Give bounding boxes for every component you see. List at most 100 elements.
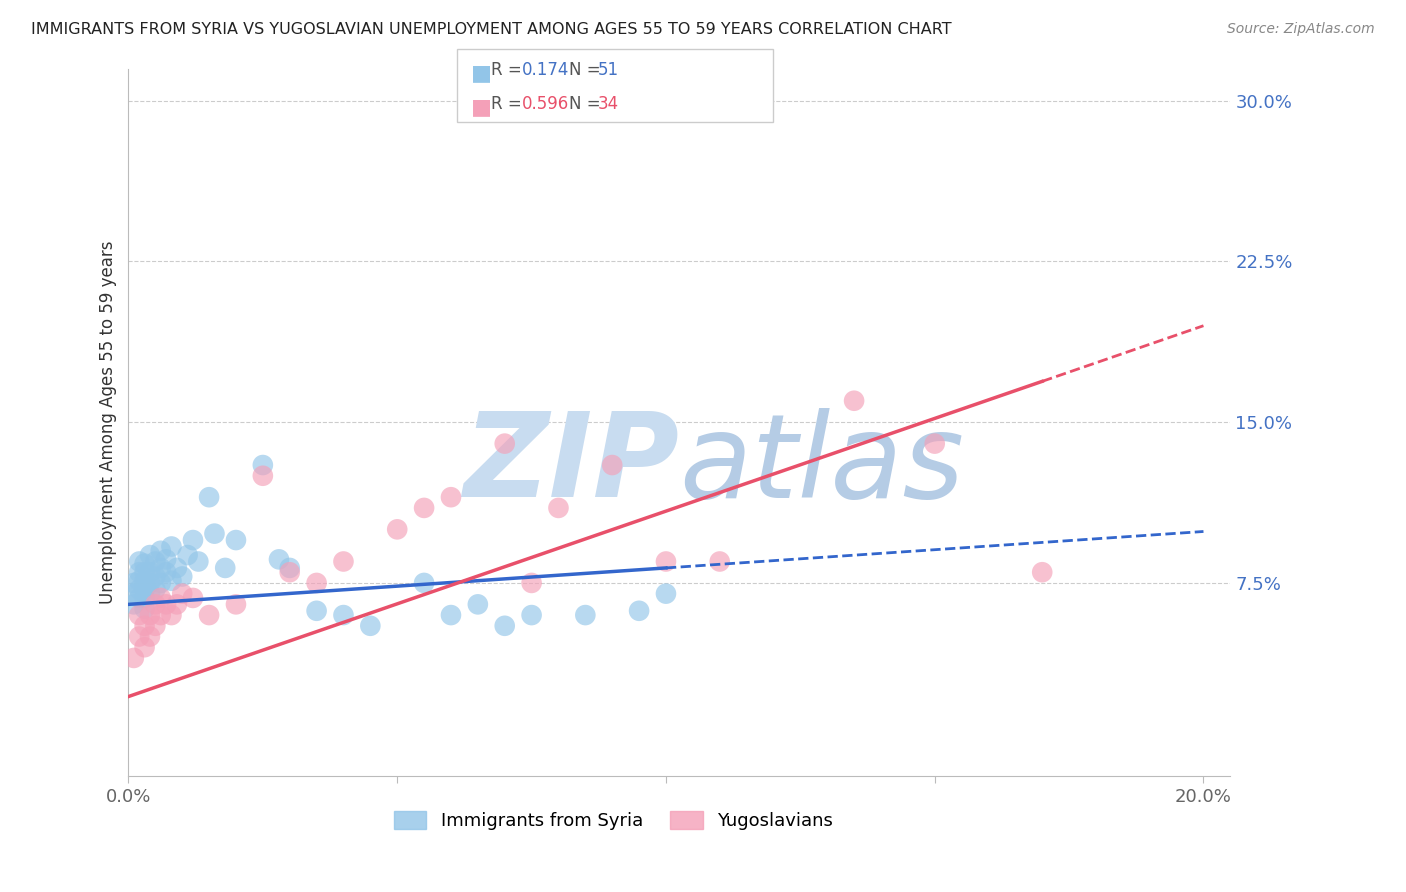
Point — [128, 630, 150, 644]
Point — [547, 500, 569, 515]
Point — [149, 591, 172, 605]
Point — [134, 601, 156, 615]
Point — [204, 526, 226, 541]
Text: ZIP: ZIP — [464, 407, 679, 522]
Point — [155, 565, 177, 579]
Point — [494, 436, 516, 450]
Point — [139, 565, 162, 579]
Point — [155, 598, 177, 612]
Point — [176, 548, 198, 562]
Point — [122, 576, 145, 591]
Point — [198, 608, 221, 623]
Point — [305, 576, 328, 591]
Text: ■: ■ — [471, 97, 492, 117]
Point — [160, 608, 183, 623]
Point — [172, 587, 194, 601]
Text: ■: ■ — [471, 63, 492, 83]
Point — [172, 569, 194, 583]
Point — [128, 574, 150, 588]
Point — [134, 640, 156, 655]
Text: 0.174: 0.174 — [522, 61, 569, 78]
Point — [149, 543, 172, 558]
Point — [709, 554, 731, 568]
Point — [359, 619, 381, 633]
Point — [149, 561, 172, 575]
Point — [214, 561, 236, 575]
Point — [122, 598, 145, 612]
Point — [128, 582, 150, 597]
Point — [467, 598, 489, 612]
Point — [387, 522, 409, 536]
Point — [1031, 565, 1053, 579]
Point — [128, 608, 150, 623]
Point — [149, 576, 172, 591]
Text: N =: N = — [569, 95, 606, 112]
Point — [413, 500, 436, 515]
Point — [128, 565, 150, 579]
Text: R =: R = — [491, 95, 527, 112]
Point — [134, 619, 156, 633]
Point — [155, 552, 177, 566]
Text: atlas: atlas — [679, 408, 965, 522]
Point — [520, 608, 543, 623]
Point — [181, 591, 204, 605]
Point — [134, 565, 156, 579]
Legend: Immigrants from Syria, Yugoslavians: Immigrants from Syria, Yugoslavians — [387, 804, 839, 838]
Text: 51: 51 — [598, 61, 619, 78]
Point — [139, 608, 162, 623]
Point — [128, 554, 150, 568]
Point — [143, 619, 166, 633]
Point — [139, 630, 162, 644]
Point — [332, 608, 354, 623]
Text: Source: ZipAtlas.com: Source: ZipAtlas.com — [1227, 22, 1375, 37]
Point — [225, 533, 247, 547]
Point — [139, 587, 162, 601]
Point — [134, 582, 156, 597]
Point — [278, 565, 301, 579]
Point — [143, 569, 166, 583]
Point — [160, 540, 183, 554]
Point — [134, 574, 156, 588]
Point — [143, 554, 166, 568]
Point — [842, 393, 865, 408]
Point — [655, 587, 678, 601]
Text: R =: R = — [491, 61, 527, 78]
Point — [143, 598, 166, 612]
Point — [122, 651, 145, 665]
Text: IMMIGRANTS FROM SYRIA VS YUGOSLAVIAN UNEMPLOYMENT AMONG AGES 55 TO 59 YEARS CORR: IMMIGRANTS FROM SYRIA VS YUGOSLAVIAN UNE… — [31, 22, 952, 37]
Point — [628, 604, 651, 618]
Text: 0.596: 0.596 — [522, 95, 569, 112]
Point — [413, 576, 436, 591]
Point — [440, 490, 463, 504]
Point — [305, 604, 328, 618]
Point — [166, 598, 188, 612]
Point — [166, 561, 188, 575]
Point — [160, 574, 183, 588]
Point — [187, 554, 209, 568]
Point — [267, 552, 290, 566]
Point — [134, 557, 156, 571]
Point — [494, 619, 516, 633]
Point — [149, 608, 172, 623]
Point — [520, 576, 543, 591]
Point — [252, 468, 274, 483]
Y-axis label: Unemployment Among Ages 55 to 59 years: Unemployment Among Ages 55 to 59 years — [100, 241, 117, 604]
Point — [440, 608, 463, 623]
Point — [332, 554, 354, 568]
Point — [139, 576, 162, 591]
Point — [143, 582, 166, 597]
Point — [139, 548, 162, 562]
Point — [134, 591, 156, 605]
Point — [122, 587, 145, 601]
Point — [225, 598, 247, 612]
Point — [278, 561, 301, 575]
Point — [128, 591, 150, 605]
Point — [924, 436, 946, 450]
Text: 34: 34 — [598, 95, 619, 112]
Point — [600, 458, 623, 472]
Point — [574, 608, 596, 623]
Point — [655, 554, 678, 568]
Point — [198, 490, 221, 504]
Point — [181, 533, 204, 547]
Text: N =: N = — [569, 61, 606, 78]
